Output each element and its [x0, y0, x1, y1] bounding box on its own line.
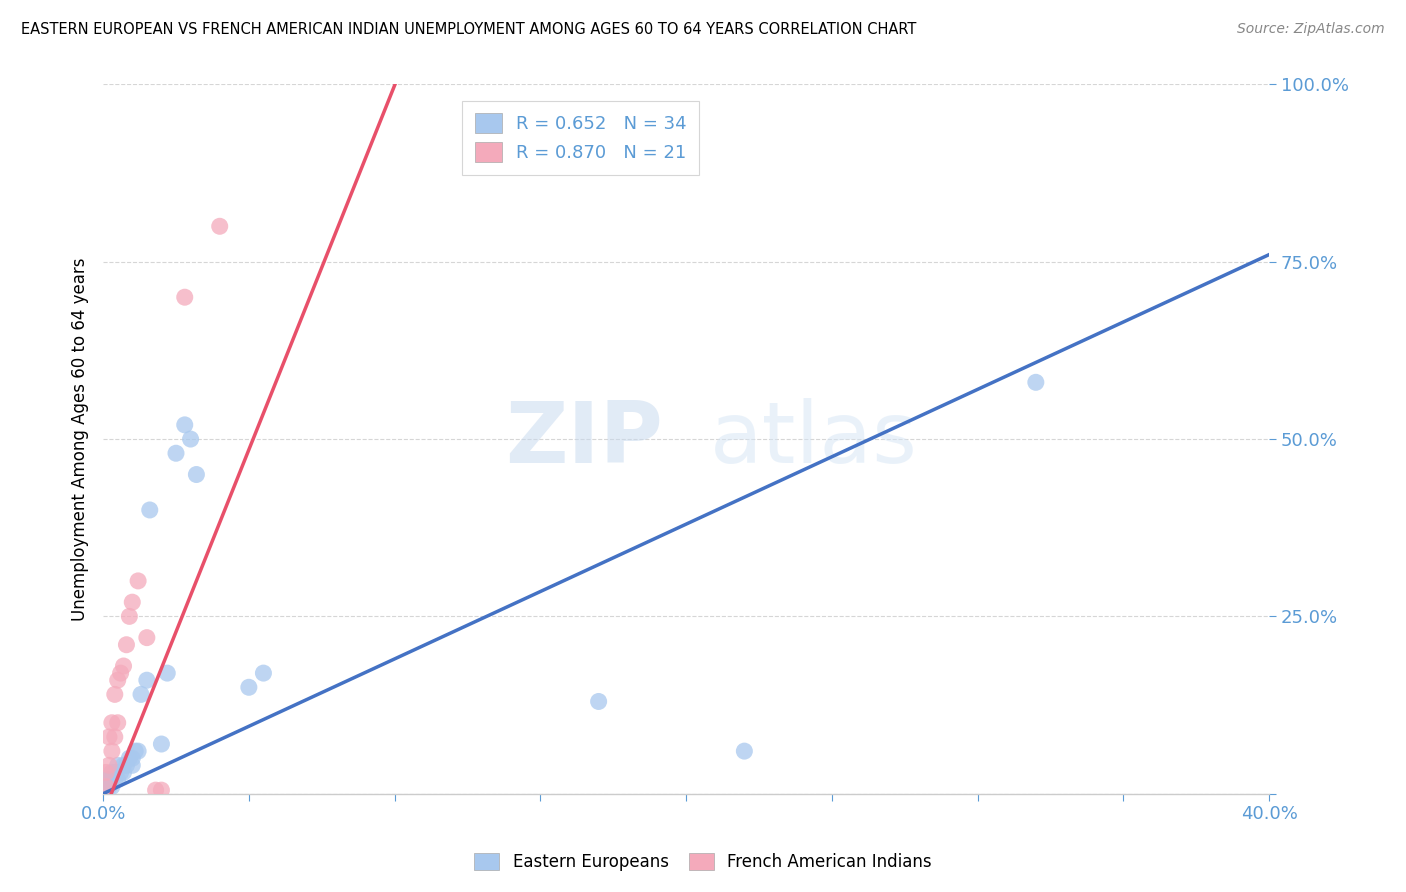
- Point: [127, 574, 149, 588]
- Point: [101, 765, 124, 780]
- Point: [94, 765, 117, 780]
- Point: [110, 666, 132, 681]
- Point: [115, 758, 138, 772]
- Point: [121, 758, 143, 772]
- Point: [104, 772, 127, 787]
- Point: [208, 219, 231, 234]
- Point: [173, 290, 195, 304]
- Point: [110, 765, 132, 780]
- Text: Source: ZipAtlas.com: Source: ZipAtlas.com: [1237, 22, 1385, 37]
- Point: [101, 744, 124, 758]
- Point: [121, 595, 143, 609]
- Point: [124, 744, 146, 758]
- Point: [94, 780, 117, 794]
- Point: [104, 730, 127, 744]
- Point: [121, 751, 143, 765]
- Point: [145, 783, 167, 797]
- Point: [173, 417, 195, 432]
- Point: [112, 659, 135, 673]
- Point: [186, 467, 208, 482]
- Point: [115, 638, 138, 652]
- Text: ZIP: ZIP: [505, 398, 662, 481]
- Point: [139, 503, 162, 517]
- Point: [94, 772, 117, 787]
- Point: [107, 673, 129, 688]
- Point: [252, 666, 274, 681]
- Point: [180, 432, 202, 446]
- Point: [97, 772, 120, 787]
- Legend: R = 0.652   N = 34, R = 0.870   N = 21: R = 0.652 N = 34, R = 0.870 N = 21: [463, 101, 699, 175]
- Point: [104, 765, 127, 780]
- Point: [107, 715, 129, 730]
- Point: [97, 730, 120, 744]
- Point: [97, 780, 120, 794]
- Point: [129, 687, 152, 701]
- Point: [150, 783, 173, 797]
- Point: [101, 772, 124, 787]
- Point: [127, 744, 149, 758]
- Point: [165, 446, 187, 460]
- Point: [101, 715, 124, 730]
- Point: [588, 694, 610, 708]
- Point: [135, 673, 157, 688]
- Point: [112, 758, 135, 772]
- Y-axis label: Unemployment Among Ages 60 to 64 years: Unemployment Among Ages 60 to 64 years: [72, 257, 89, 621]
- Text: atlas: atlas: [710, 398, 917, 481]
- Point: [97, 758, 120, 772]
- Legend: Eastern Europeans, French American Indians: Eastern Europeans, French American India…: [465, 845, 941, 880]
- Point: [1025, 376, 1047, 390]
- Point: [94, 780, 117, 794]
- Point: [150, 737, 173, 751]
- Point: [101, 780, 124, 794]
- Point: [112, 765, 135, 780]
- Point: [107, 772, 129, 787]
- Text: EASTERN EUROPEAN VS FRENCH AMERICAN INDIAN UNEMPLOYMENT AMONG AGES 60 TO 64 YEAR: EASTERN EUROPEAN VS FRENCH AMERICAN INDI…: [21, 22, 917, 37]
- Point: [107, 758, 129, 772]
- Point: [156, 666, 179, 681]
- Point: [238, 681, 260, 695]
- Point: [733, 744, 755, 758]
- Point: [118, 751, 141, 765]
- Point: [104, 687, 127, 701]
- Point: [135, 631, 157, 645]
- Point: [118, 609, 141, 624]
